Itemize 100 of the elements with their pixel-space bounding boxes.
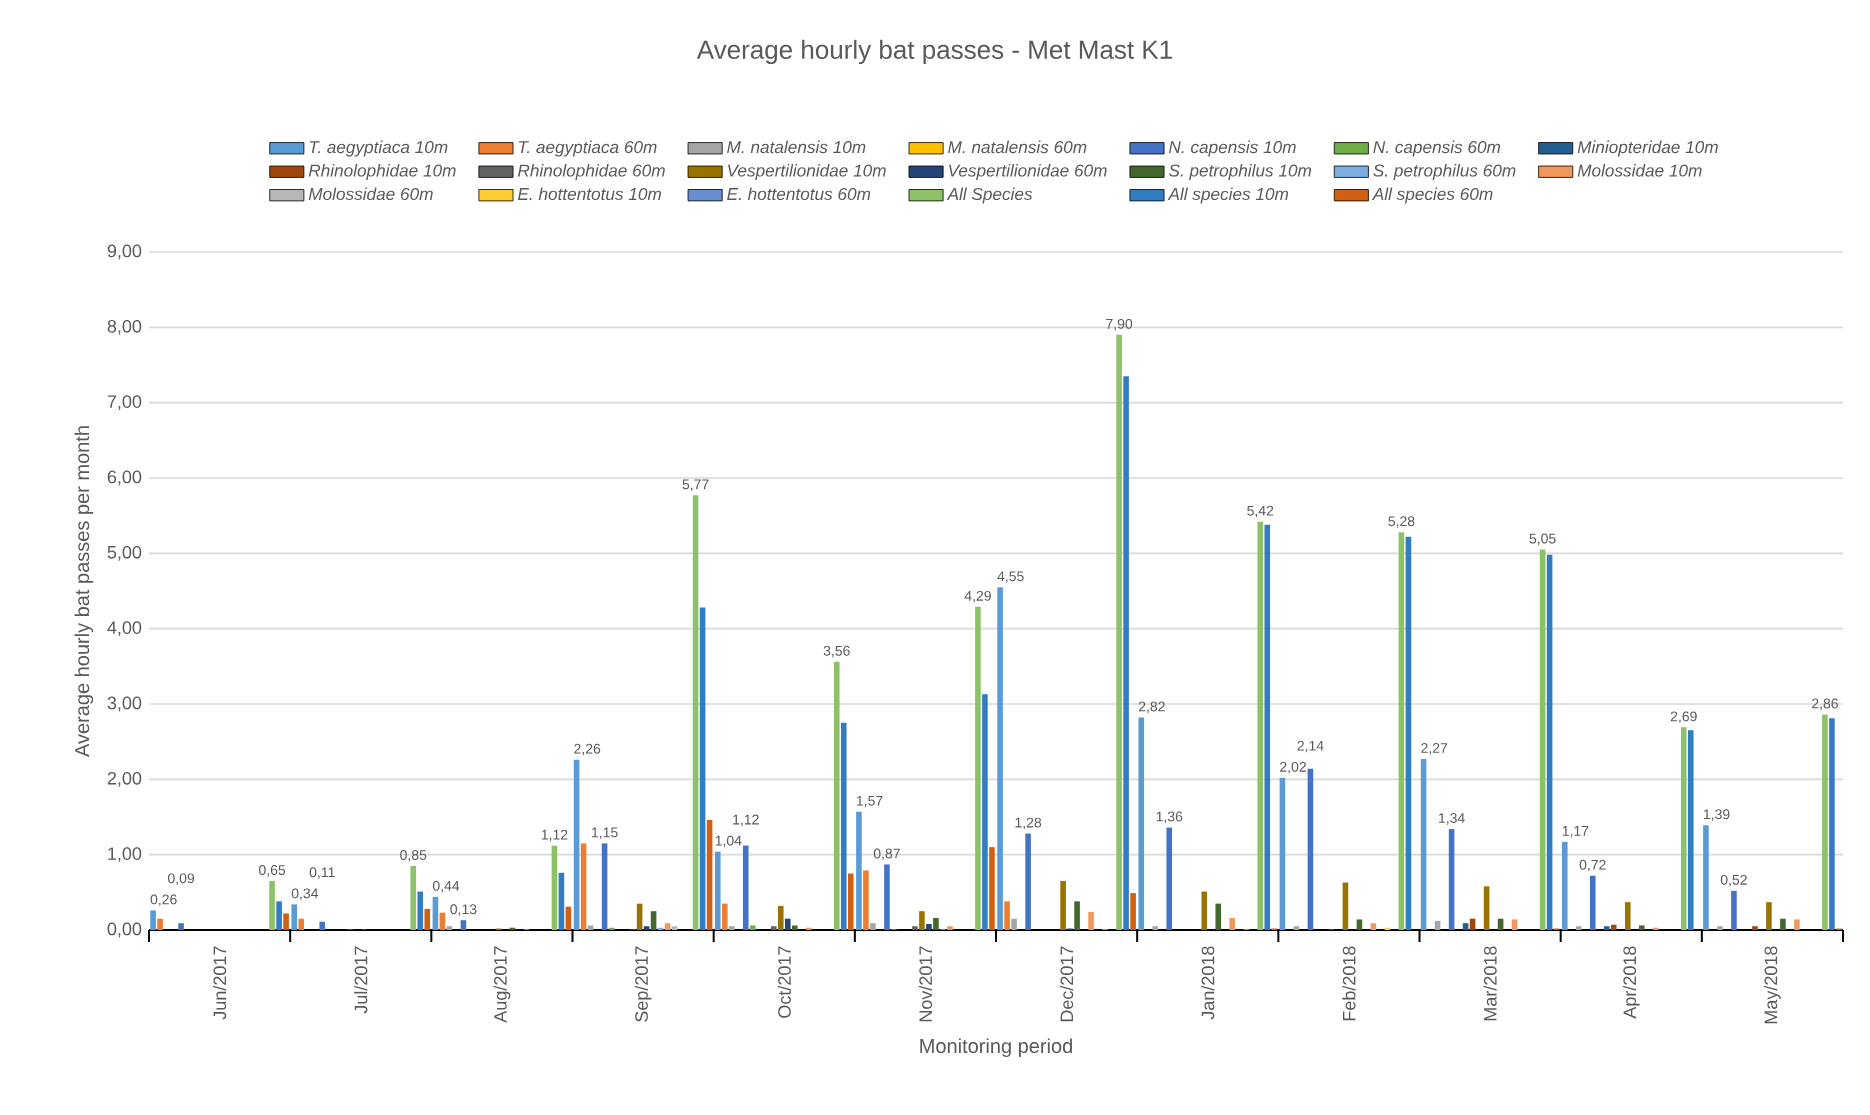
- bar: [863, 870, 869, 930]
- y-tick-label: 5,00: [107, 545, 142, 561]
- bar: [1011, 918, 1017, 930]
- data-label: 0,13: [450, 904, 477, 916]
- x-tick-label: Oct/2017: [777, 946, 791, 1018]
- data-label: 5,42: [1247, 505, 1274, 518]
- bar: [587, 925, 594, 930]
- data-label: 0,11: [309, 867, 335, 879]
- data-label: 2,02: [1280, 761, 1306, 774]
- bar: [1004, 901, 1010, 930]
- bar: [1116, 334, 1122, 930]
- y-tick-label: 6,00: [107, 470, 142, 486]
- x-axis-title: Monitoring period: [920, 1038, 1072, 1058]
- y-tick-label: 7,00: [107, 395, 142, 411]
- bar: [1370, 923, 1377, 930]
- bar: [1638, 925, 1645, 930]
- bar: [650, 911, 657, 930]
- legend-label: T. aegyptiaca 10m: [309, 140, 448, 157]
- bar: [1829, 718, 1835, 930]
- bar: [1561, 841, 1568, 930]
- data-label: 5,77: [682, 479, 709, 491]
- bar: [1356, 919, 1363, 930]
- bar: [298, 918, 305, 930]
- bar: [926, 923, 932, 930]
- legend-label: M. natalensis 10m: [727, 140, 866, 154]
- y-tick-label: 4,00: [107, 621, 142, 637]
- bar: [460, 920, 467, 930]
- bar: [1483, 886, 1490, 930]
- bar: [870, 923, 876, 930]
- data-label: 1,15: [592, 827, 618, 839]
- legend-label: N. capensis 60m: [1373, 140, 1501, 157]
- bar: [777, 905, 784, 930]
- bar: [1152, 926, 1159, 930]
- legend-label: Vespertilionidae 60m: [949, 164, 1107, 181]
- bar: [1624, 902, 1631, 930]
- bar: [446, 926, 453, 930]
- bar: [643, 926, 650, 930]
- bar: [1780, 918, 1786, 930]
- data-label: 1,36: [1156, 811, 1183, 824]
- data-label: 2,26: [574, 743, 601, 756]
- bar: [1575, 926, 1582, 930]
- data-label: 0,72: [1579, 859, 1606, 872]
- bar: [1293, 926, 1300, 930]
- bar: [150, 910, 156, 930]
- bar: [947, 926, 953, 930]
- data-label: 1,28: [1015, 817, 1042, 830]
- bar: [1511, 919, 1518, 930]
- data-label: 7,90: [1106, 318, 1133, 331]
- bar: [1166, 827, 1173, 930]
- bar: [1687, 730, 1694, 930]
- bar: [1603, 926, 1610, 930]
- legend-label: Molossidae 60m: [308, 187, 433, 201]
- legend-label: Rhinolophidae 60m: [517, 164, 665, 181]
- bar: [269, 881, 275, 930]
- data-label: 0,87: [873, 848, 900, 861]
- x-tick-label: May/2018: [1764, 946, 1781, 1024]
- bar: [1215, 903, 1222, 930]
- chart-title: Average hourly bat passes - Met Mast K1: [696, 39, 1172, 65]
- data-label: 0,65: [259, 865, 286, 877]
- data-label: 0,52: [1720, 874, 1747, 887]
- data-label: 0,85: [400, 850, 427, 862]
- bar: [933, 917, 939, 930]
- bar: [997, 587, 1003, 930]
- bar: [417, 891, 424, 930]
- bar: [580, 843, 587, 930]
- data-label: 1,12: [733, 814, 759, 827]
- x-tick-label: Feb/2018: [1342, 946, 1356, 1021]
- legend-label: Miniopteridae 10m: [1577, 140, 1718, 157]
- legend-label: All Species: [946, 187, 1033, 204]
- bar: [601, 843, 608, 930]
- data-label: 2,69: [1670, 711, 1697, 723]
- legend-label: All species 10m: [1167, 187, 1289, 204]
- bar: [1130, 893, 1136, 930]
- bar: [319, 921, 326, 930]
- bar: [1264, 524, 1271, 930]
- bar: [178, 923, 184, 930]
- bar: [805, 927, 812, 930]
- bar: [975, 606, 981, 930]
- data-label: 2,86: [1811, 698, 1838, 711]
- bar: [742, 845, 749, 930]
- data-label: 1,12: [541, 829, 568, 842]
- bar: [1766, 902, 1772, 930]
- bar: [721, 903, 728, 930]
- bar: [1731, 890, 1737, 930]
- x-tick-label: Apr/2018: [1622, 946, 1640, 1019]
- bar: [1025, 833, 1031, 930]
- bar: [1752, 926, 1758, 930]
- data-label: 0,44: [432, 880, 460, 893]
- bar: [1201, 891, 1208, 930]
- bar: [1088, 911, 1094, 930]
- bar: [1794, 919, 1800, 930]
- data-label: 1,04: [715, 835, 742, 848]
- bar: [157, 918, 163, 930]
- data-label: 0,26: [150, 894, 177, 907]
- bar: [1257, 521, 1264, 930]
- x-tick-label: Mar/2018: [1483, 946, 1497, 1021]
- bar: [1138, 717, 1145, 930]
- bar: [1680, 727, 1687, 930]
- legend-label: E. hottentotus 10m: [517, 187, 661, 201]
- legend-label: All species 60m: [1371, 187, 1493, 204]
